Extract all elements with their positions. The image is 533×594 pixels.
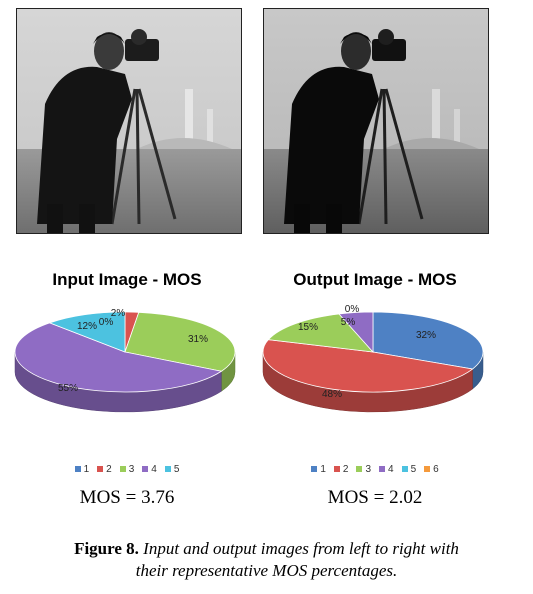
legend-swatch-1: [311, 466, 318, 473]
legend-swatch-2: [97, 466, 104, 473]
input-pie-chart: 0% 2% 31% 55% 12%: [2, 296, 252, 456]
pie-slice-4: [338, 311, 374, 354]
legend-label-3: 3: [128, 464, 135, 475]
legend-swatch-2: [333, 466, 340, 473]
legend-swatch-3: [119, 466, 126, 473]
cameraman-photo-output: [264, 9, 488, 233]
legend-item-6: 6: [424, 464, 439, 475]
legend-label-4: 4: [388, 464, 394, 475]
legend-label-3: 3: [365, 464, 371, 475]
legend-item-2: 2: [97, 464, 112, 475]
slice-label-1: 32%: [416, 330, 436, 341]
legend-item-3: 3: [356, 464, 371, 475]
cameraman-photo-input: [17, 9, 241, 233]
legend-item-5: 5: [401, 464, 417, 475]
pie-slice-4: [14, 322, 223, 393]
legend-swatch-5: [164, 466, 171, 473]
pie-slice-1: [372, 311, 484, 370]
slice-label-3: 31%: [188, 334, 208, 345]
legend-label-5: 5: [173, 464, 180, 475]
legend-item-1: 1: [311, 464, 326, 475]
figure-caption: Figure 8. Input and output images from l…: [10, 538, 523, 582]
slice-label-1: 0%: [99, 317, 114, 328]
pie-slice-2: [262, 339, 474, 393]
output-legend: 1 2 3 4 5 6: [250, 464, 500, 475]
input-chart-title: Input Image - MOS: [52, 270, 202, 289]
input-pie-svg: 0%2% 31% 55% 12%: [14, 308, 236, 413]
output-chart-title: Output Image - MOS: [293, 270, 457, 289]
legend-item-4: 4: [142, 464, 157, 475]
slice-label-2: 48%: [322, 389, 342, 400]
output-pie-chart: 32% 48% 15% 5% 0%: [250, 296, 500, 456]
input-image: [16, 8, 242, 234]
pie-slice-3: [267, 313, 375, 353]
caption-line-1: Input and output images from left to rig…: [143, 539, 459, 558]
output-mos-value: MOS = 2.02: [327, 487, 423, 508]
legend-item-3: 3: [119, 464, 135, 475]
legend-label-6: 6: [433, 464, 439, 475]
slice-label-4: 55%: [58, 383, 78, 394]
slice-label-2: 2%: [111, 308, 126, 319]
legend-label-5: 5: [410, 464, 417, 475]
output-pie-svg: 32% 48% 15% 5% 0%: [262, 304, 484, 413]
legend-item-4: 4: [379, 464, 394, 475]
legend-label-1: 1: [320, 464, 326, 475]
output-image: [263, 8, 489, 234]
legend-label-4: 4: [151, 464, 157, 475]
pie-slice-3: [124, 311, 236, 372]
legend-label-1: 1: [83, 464, 90, 475]
caption-line-2: their representative MOS percentages.: [135, 561, 398, 580]
input-mos-value: MOS = 3.76: [79, 487, 175, 508]
slice-label-4: 5%: [341, 317, 356, 328]
slice-label-5: 12%: [77, 321, 97, 332]
legend-item-1: 1: [74, 464, 90, 475]
legend-swatch-4: [142, 466, 149, 473]
legend-swatch-5: [401, 466, 408, 473]
legend-swatch-4: [379, 466, 385, 473]
legend-swatch-6: [424, 466, 431, 473]
legend-item-5: 5: [164, 464, 180, 475]
legend-label-2: 2: [342, 464, 349, 475]
legend-label-2: 2: [106, 464, 112, 475]
pie-slice-5: [48, 311, 126, 353]
slice-label-3: 15%: [298, 322, 318, 333]
input-legend: 1 2 3 4 5: [2, 464, 252, 475]
legend-item-2: 2: [333, 464, 349, 475]
figure-label: Figure 8.: [74, 539, 139, 558]
legend-swatch-3: [356, 466, 363, 473]
slice-label-5: 0%: [345, 304, 360, 315]
legend-swatch-1: [74, 466, 81, 473]
